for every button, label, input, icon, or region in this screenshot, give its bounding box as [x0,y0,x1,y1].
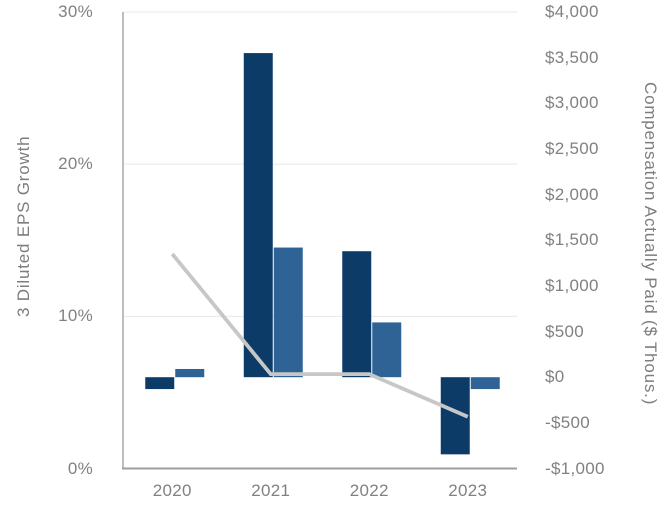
left-axis-tick-20%: 20% [58,154,93,174]
left-axis-tick-10%: 10% [58,306,93,326]
bar-compensation-dark-navy-bars-2022 [342,251,372,378]
right-axis-tick-1000: $1,000 [545,275,599,295]
x-axis-label-2020: 2020 [152,481,192,500]
bar-compensation-dark-navy-bars-2021 [243,53,273,378]
right-axis-tick-3000: $3,000 [545,93,599,113]
bar-compensation-dark-navy-bars-2020 [145,377,175,390]
bar-compensation-medium-blue-bars-2022 [372,322,402,378]
left-axis-tick-30%: 30% [58,2,93,21]
right-axis-tick-500: $500 [545,321,585,341]
eps-growth-line [170,252,469,419]
right-axis-tick-2000: $2,000 [545,184,599,204]
left-axis-tick-0%: 0% [67,458,93,478]
bar-compensation-medium-blue-bars-2023 [470,377,500,390]
right-axis-tick-2500: $2,500 [545,138,599,158]
right-axis-tick--500: -$500 [545,412,590,432]
right-axis-tick--1000: -$1,000 [545,458,605,478]
right-axis-title: Compensation Actually Paid ($ Thous.) [641,82,660,406]
right-axis-tick-3500: $3,500 [545,47,599,67]
bar-compensation-medium-blue-bars-2020 [175,368,205,378]
right-axis-tick-4000: $4,000 [545,2,599,21]
x-axis-label-2023: 2023 [448,481,488,500]
bar-compensation-medium-blue-bars-2021 [273,247,303,378]
x-axis-label-2021: 2021 [251,481,291,500]
right-axis-tick-0: $0 [545,367,565,387]
right-axis-tick-1500: $1,500 [545,230,599,250]
x-axis-label-2022: 2022 [349,481,389,500]
